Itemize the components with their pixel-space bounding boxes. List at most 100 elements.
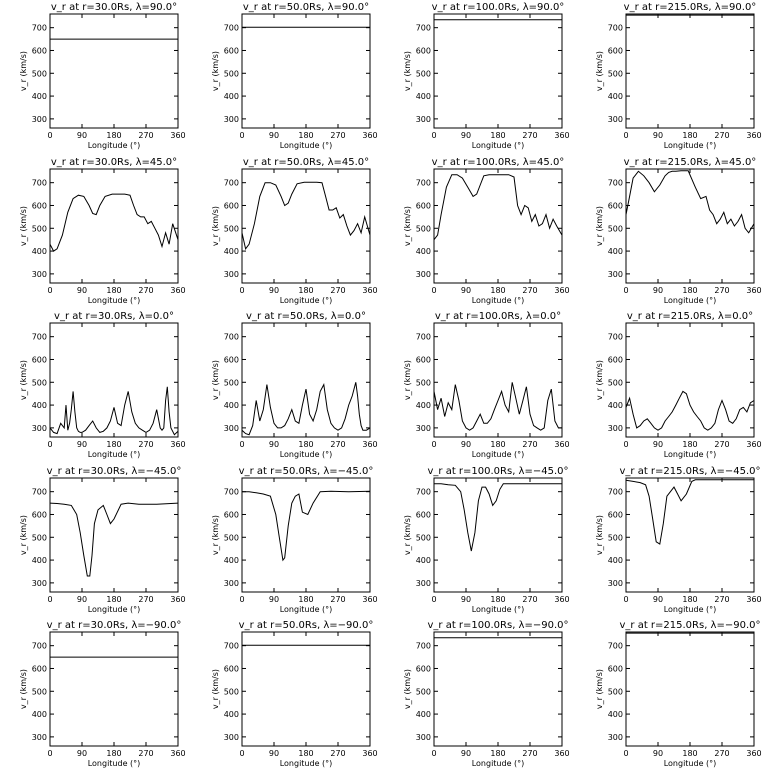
x-tick-label: 0 xyxy=(623,440,628,449)
panel-19: v_r at r=215.0Rs, λ=−90.0° 0 90 180 270 360 30… xyxy=(595,620,762,768)
x-tick-label: 180 xyxy=(106,286,121,295)
series-line xyxy=(49,193,179,252)
x-tick-label: 180 xyxy=(106,595,121,604)
panel-5: v_r at r=50.0Rs, λ=45.0° 0 90 180 270 360 300 4… xyxy=(211,157,378,305)
y-tick-label: 500 xyxy=(32,378,47,387)
plot-frame xyxy=(241,631,371,747)
y-tick-label: 400 xyxy=(608,710,623,719)
y-axis-label: v_r (km/s) xyxy=(403,51,412,91)
y-axis-label: v_r (km/s) xyxy=(211,669,220,709)
y-tick-label: 300 xyxy=(32,115,47,124)
y-tick-label: 400 xyxy=(416,92,431,101)
y-tick-label: 600 xyxy=(224,664,239,673)
y-tick-label: 700 xyxy=(32,179,47,188)
y-axis-label: v_r (km/s) xyxy=(19,669,28,709)
panel-title: v_r at r=100.0Rs, λ=−90.0° xyxy=(427,620,568,631)
y-tick-label: 600 xyxy=(32,46,47,55)
x-tick-label: 360 xyxy=(362,749,377,758)
plot-frame xyxy=(625,13,755,129)
x-tick-label: 270 xyxy=(522,749,537,758)
y-tick-label: 500 xyxy=(224,687,239,696)
y-tick-label: 500 xyxy=(608,687,623,696)
y-tick-label: 600 xyxy=(608,664,623,673)
y-tick-label: 700 xyxy=(224,488,239,497)
y-tick-label: 300 xyxy=(416,579,431,588)
y-axis-label: v_r (km/s) xyxy=(19,206,28,246)
x-tick-label: 180 xyxy=(106,440,121,449)
x-tick-label: 90 xyxy=(653,595,663,604)
y-tick-label: 700 xyxy=(608,179,623,188)
x-tick-label: 90 xyxy=(77,595,87,604)
x-tick-label: 270 xyxy=(138,131,153,140)
y-tick-label: 600 xyxy=(416,510,431,519)
x-tick-label: 0 xyxy=(239,286,244,295)
y-tick-label: 600 xyxy=(416,46,431,55)
x-tick-label: 180 xyxy=(298,131,313,140)
y-tick-label: 600 xyxy=(32,664,47,673)
y-tick-label: 400 xyxy=(416,556,431,565)
y-tick-label: 500 xyxy=(32,69,47,78)
plot-frame xyxy=(241,13,371,129)
y-tick-label: 600 xyxy=(608,355,623,364)
x-axis-label: Longitude (°) xyxy=(280,605,333,614)
x-tick-label: 0 xyxy=(431,440,436,449)
series-line xyxy=(241,382,371,436)
x-tick-label: 90 xyxy=(77,440,87,449)
y-axis-label: v_r (km/s) xyxy=(595,206,604,246)
y-tick-label: 600 xyxy=(32,201,47,210)
y-tick-label: 400 xyxy=(32,401,47,410)
plot-frame xyxy=(433,631,563,747)
panel-title: v_r at r=50.0Rs, λ=−45.0° xyxy=(239,466,374,477)
panel-1: v_r at r=50.0Rs, λ=90.0° 0 90 180 270 360 300 4… xyxy=(211,2,378,150)
x-axis-label: Longitude (°) xyxy=(88,759,141,768)
series-line xyxy=(625,390,755,431)
x-tick-label: 270 xyxy=(522,286,537,295)
y-tick-label: 300 xyxy=(32,424,47,433)
y-tick-label: 700 xyxy=(608,24,623,33)
x-tick-label: 270 xyxy=(330,440,345,449)
x-tick-label: 270 xyxy=(522,131,537,140)
plot-frame xyxy=(433,168,563,284)
y-tick-label: 400 xyxy=(608,247,623,256)
x-tick-label: 0 xyxy=(47,595,52,604)
y-tick-label: 500 xyxy=(224,224,239,233)
plot-frame xyxy=(625,631,755,747)
x-axis-label: Longitude (°) xyxy=(280,759,333,768)
y-tick-label: 400 xyxy=(416,710,431,719)
x-tick-label: 0 xyxy=(431,286,436,295)
x-tick-label: 90 xyxy=(653,286,663,295)
x-tick-label: 270 xyxy=(330,749,345,758)
panel-18: v_r at r=100.0Rs, λ=−90.0° 0 90 180 270 360 30… xyxy=(403,620,570,768)
y-tick-label: 600 xyxy=(416,355,431,364)
x-axis-label: Longitude (°) xyxy=(664,296,717,305)
x-tick-label: 0 xyxy=(431,131,436,140)
x-tick-label: 270 xyxy=(138,749,153,758)
series-line xyxy=(241,181,371,250)
y-axis-label: v_r (km/s) xyxy=(595,669,604,709)
series-line xyxy=(49,502,179,577)
x-axis-label: Longitude (°) xyxy=(88,296,141,305)
x-tick-label: 90 xyxy=(269,440,279,449)
x-tick-label: 360 xyxy=(362,595,377,604)
x-axis-label: Longitude (°) xyxy=(280,450,333,459)
y-tick-label: 700 xyxy=(608,642,623,651)
panel-title: v_r at r=30.0Rs, λ=−90.0° xyxy=(47,620,182,631)
x-tick-label: 90 xyxy=(461,595,471,604)
y-tick-label: 300 xyxy=(32,270,47,279)
x-tick-label: 0 xyxy=(431,749,436,758)
y-tick-label: 500 xyxy=(608,533,623,542)
x-tick-label: 360 xyxy=(746,131,761,140)
y-tick-label: 700 xyxy=(224,179,239,188)
y-tick-label: 700 xyxy=(416,24,431,33)
x-tick-label: 270 xyxy=(522,595,537,604)
plot-frame xyxy=(241,322,371,438)
x-tick-label: 180 xyxy=(298,595,313,604)
panel-title: v_r at r=50.0Rs, λ=−90.0° xyxy=(239,620,374,631)
x-tick-label: 0 xyxy=(239,440,244,449)
y-tick-label: 300 xyxy=(224,733,239,742)
y-tick-label: 500 xyxy=(416,687,431,696)
x-tick-label: 0 xyxy=(47,286,52,295)
x-axis-label: Longitude (°) xyxy=(472,450,525,459)
x-tick-label: 90 xyxy=(461,749,471,758)
